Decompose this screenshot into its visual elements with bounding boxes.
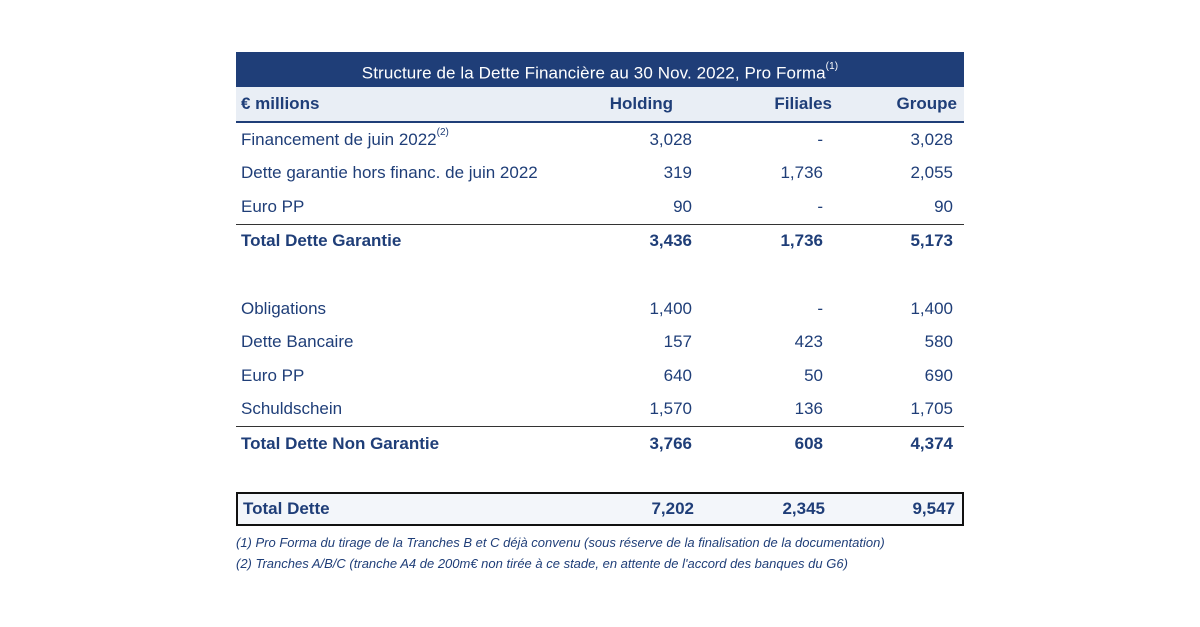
table-row: Euro PP 640 50 690	[236, 359, 964, 393]
header-filiales: Filiales	[774, 94, 832, 113]
row-label: Obligations	[241, 298, 327, 318]
row-groupe: 580	[924, 332, 953, 352]
secured-total-row: Total Dette Garantie 3,436 1,736 5,173	[236, 223, 964, 259]
row-holding: 3,436	[649, 231, 692, 251]
table-row: Dette garantie hors financ. de juin 2022…	[236, 157, 964, 191]
table-row: Euro PP 90 - 90	[236, 190, 964, 224]
row-label: Euro PP	[241, 365, 305, 385]
table-title-text: Structure de la Dette Financière au 30 N…	[361, 63, 826, 83]
row-label: Total Dette	[243, 498, 330, 518]
table-header: € millions Holding Filiales Groupe	[236, 87, 964, 123]
footnote-1: (1) Pro Forma du tirage de la Tranches B…	[236, 534, 885, 550]
row-filiales: -	[817, 298, 823, 318]
row-filiales: 50	[804, 365, 823, 385]
row-groupe: 1,705	[910, 399, 953, 419]
row-groupe: 90	[934, 196, 953, 216]
row-label: Financement de juin 2022	[241, 129, 437, 149]
table-title-note-ref: (1)	[825, 61, 839, 72]
row-label: Total Dette Garantie	[241, 231, 402, 251]
table-title: Structure de la Dette Financière au 30 N…	[236, 52, 964, 87]
row-filiales: -	[817, 129, 823, 149]
row-groupe: 690	[924, 365, 953, 385]
section-spacer	[236, 461, 964, 492]
row-filiales: 423	[794, 332, 823, 352]
header-holding: Holding	[609, 94, 673, 113]
row-holding: 1,400	[649, 298, 692, 318]
row-label: Dette Bancaire	[241, 332, 354, 352]
footnote-2: (2) Tranches A/B/C (tranche A4 de 200m€ …	[236, 555, 848, 571]
table-row: Financement de juin 2022(2) 3,028 - 3,02…	[236, 123, 964, 157]
row-holding: 3,028	[649, 129, 692, 149]
row-label: Dette garantie hors financ. de juin 2022	[241, 163, 538, 183]
row-holding: 1,570	[649, 399, 692, 419]
row-filiales: 608	[794, 433, 823, 453]
row-filiales: 1,736	[780, 231, 823, 251]
header-label: € millions	[241, 94, 320, 113]
row-label: Euro PP	[241, 196, 305, 216]
row-holding: 7,202	[651, 498, 694, 518]
header-groupe: Groupe	[896, 94, 957, 113]
row-holding: 157	[663, 332, 692, 352]
row-filiales: 2,345	[782, 498, 825, 518]
row-groupe: 9,547	[912, 498, 955, 518]
row-groupe: 4,374	[910, 433, 953, 453]
row-filiales: -	[817, 196, 823, 216]
row-groupe: 1,400	[910, 298, 953, 318]
section-spacer	[236, 258, 964, 292]
unsecured-total-row: Total Dette Non Garantie 3,766 608 4,374	[236, 426, 964, 461]
debt-structure-table: Structure de la Dette Financière au 30 N…	[236, 52, 964, 574]
row-filiales: 1,736	[780, 163, 823, 183]
row-filiales: 136	[794, 399, 823, 419]
grand-total-row: Total Dette 7,202 2,345 9,547	[236, 491, 964, 526]
footnotes: (1) Pro Forma du tirage de la Tranches B…	[236, 532, 964, 574]
row-holding: 3,766	[649, 433, 692, 453]
row-note-ref: (2)	[436, 127, 449, 139]
table-row: Obligations 1,400 - 1,400	[236, 292, 964, 326]
row-label: Schuldschein	[241, 399, 343, 419]
row-holding: 640	[663, 365, 692, 385]
row-groupe: 5,173	[910, 231, 953, 251]
row-holding: 90	[673, 196, 692, 216]
table-row: Schuldschein 1,570 136 1,705	[236, 393, 964, 427]
row-groupe: 2,055	[910, 163, 953, 183]
row-groupe: 3,028	[910, 129, 953, 149]
row-holding: 319	[663, 163, 692, 183]
row-label: Total Dette Non Garantie	[241, 433, 440, 453]
table-row: Dette Bancaire 157 423 580	[236, 326, 964, 360]
